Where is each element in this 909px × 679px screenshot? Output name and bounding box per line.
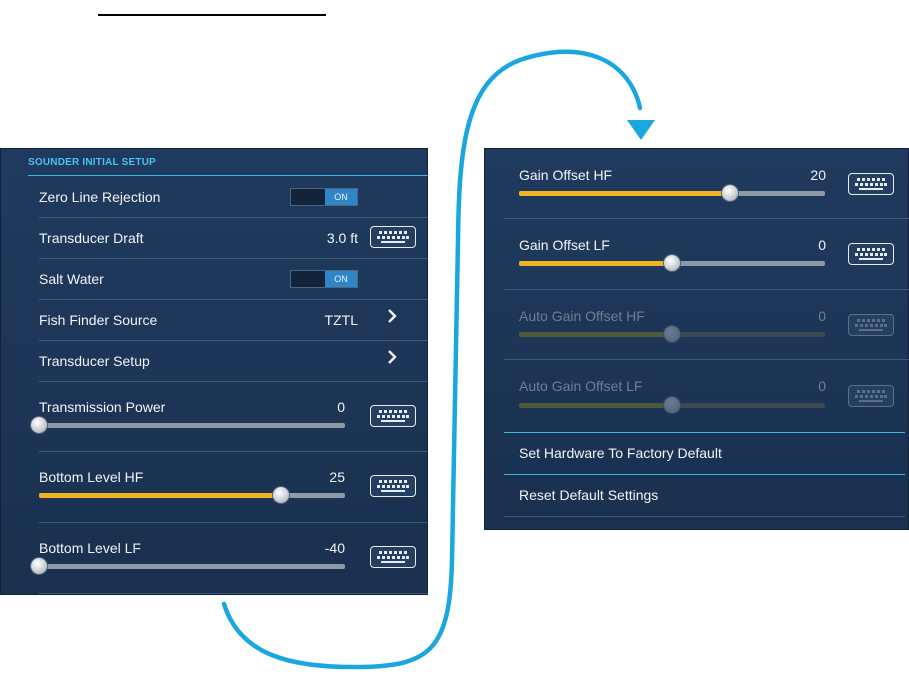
row-divider (39, 217, 428, 218)
transducer-draft-row: Transducer Draft 3.0 ft (0, 217, 428, 258)
keyboard-icon (848, 314, 894, 336)
salt-water-row: Salt Water ON (0, 258, 428, 299)
zero-line-rejection-toggle[interactable]: ON (290, 188, 358, 206)
slider-fill (519, 332, 672, 337)
gain-offset-lf-label: Gain Offset LF (519, 237, 610, 253)
bottom-level-hf-value: 25 (329, 469, 345, 485)
gain-offset-lf-slider[interactable] (519, 255, 825, 271)
fish-finder-source-row[interactable]: Fish Finder Source TZTL (0, 299, 428, 340)
keyboard-icon (848, 385, 894, 407)
slider-knob[interactable] (722, 185, 739, 201)
gain-offset-hf-slider[interactable] (519, 185, 825, 201)
gain-offset-hf-label: Gain Offset HF (519, 167, 613, 183)
row-divider (504, 289, 909, 290)
bottom-level-lf-label: Bottom Level LF (39, 540, 141, 556)
row-divider (39, 522, 428, 523)
sounder-initial-setup-panel-continued: Gain Offset HF 20 Gain Offset LF 0 Auto … (484, 148, 909, 530)
auto-gain-offset-hf-row: Auto Gain Offset HF 0 (484, 289, 909, 359)
auto-gain-offset-lf-slider (519, 397, 825, 413)
reset-default-settings-label: Reset Default Settings (519, 487, 659, 503)
salt-water-toggle[interactable]: ON (290, 270, 358, 288)
row-divider (39, 593, 428, 594)
row-divider (39, 381, 428, 382)
row-divider (39, 451, 428, 452)
row-divider (504, 359, 909, 360)
gain-offset-hf-value: 20 (810, 167, 826, 183)
auto-gain-offset-hf-value: 0 (818, 308, 826, 324)
bottom-level-lf-value: -40 (324, 540, 345, 556)
bottom-level-lf-row: Bottom Level LF -40 (0, 522, 428, 593)
slider-fill (519, 261, 672, 266)
keyboard-icon[interactable] (848, 173, 894, 195)
chevron-right-icon[interactable] (386, 308, 398, 329)
gain-offset-hf-row: Gain Offset HF 20 (484, 148, 909, 218)
slider-fill (519, 403, 672, 408)
chevron-right-icon[interactable] (386, 349, 398, 370)
row-divider (504, 218, 909, 219)
zero-line-rejection-row: Zero Line Rejection ON (0, 176, 428, 217)
set-hardware-factory-default-row[interactable]: Set Hardware To Factory Default (484, 433, 909, 474)
transmission-power-slider[interactable] (31, 417, 345, 433)
toggle-on-state: ON (325, 271, 357, 287)
gain-offset-lf-value: 0 (818, 237, 826, 253)
slider-fill (39, 493, 281, 498)
transducer-draft-label: Transducer Draft (39, 230, 144, 246)
row-divider (504, 516, 905, 517)
row-divider (39, 340, 428, 341)
slider-fill (519, 191, 731, 196)
transmission-power-label: Transmission Power (39, 399, 166, 415)
panel-header: SOUNDER INITIAL SETUP (28, 157, 156, 168)
auto-gain-offset-hf-slider (519, 326, 825, 342)
transmission-power-value: 0 (337, 399, 345, 415)
keyboard-icon[interactable] (370, 226, 416, 248)
slider-knob[interactable] (272, 487, 289, 503)
slider-knob[interactable] (664, 255, 680, 271)
keyboard-icon[interactable] (370, 405, 416, 427)
row-divider (39, 258, 428, 259)
bottom-level-lf-slider[interactable] (31, 558, 345, 574)
transducer-setup-label: Transducer Setup (39, 353, 150, 369)
keyboard-icon[interactable] (848, 243, 894, 265)
toggle-on-state: ON (325, 189, 357, 205)
slider-knob[interactable] (31, 417, 47, 433)
gain-offset-lf-row: Gain Offset LF 0 (484, 218, 909, 289)
set-hardware-factory-default-label: Set Hardware To Factory Default (519, 445, 722, 461)
top-rule (98, 14, 326, 16)
header-divider (28, 175, 428, 176)
bottom-level-hf-label: Bottom Level HF (39, 469, 144, 485)
slider-knob[interactable] (31, 558, 47, 574)
auto-gain-offset-lf-label: Auto Gain Offset LF (519, 378, 643, 394)
fish-finder-source-value: TZTL (324, 312, 358, 328)
sounder-initial-setup-panel: SOUNDER INITIAL SETUP Zero Line Rejectio… (0, 148, 428, 595)
section-divider (504, 432, 905, 433)
auto-gain-offset-hf-label: Auto Gain Offset HF (519, 308, 645, 324)
keyboard-icon[interactable] (370, 475, 416, 497)
zero-line-rejection-label: Zero Line Rejection (39, 189, 161, 205)
auto-gain-offset-lf-row: Auto Gain Offset LF 0 (484, 359, 909, 430)
bottom-level-hf-slider[interactable] (39, 487, 345, 503)
transducer-setup-row[interactable]: Transducer Setup (0, 340, 428, 381)
section-divider (504, 474, 905, 475)
slider-knob (664, 397, 680, 413)
transmission-power-row: Transmission Power 0 (0, 381, 428, 451)
slider-knob (664, 326, 680, 342)
reset-default-settings-row[interactable]: Reset Default Settings (484, 475, 909, 516)
fish-finder-source-label: Fish Finder Source (39, 312, 158, 328)
bottom-level-hf-row: Bottom Level HF 25 (0, 451, 428, 522)
keyboard-icon[interactable] (370, 546, 416, 568)
row-divider (39, 299, 428, 300)
auto-gain-offset-lf-value: 0 (818, 378, 826, 394)
transducer-draft-value: 3.0 ft (326, 230, 358, 246)
salt-water-label: Salt Water (39, 271, 104, 287)
